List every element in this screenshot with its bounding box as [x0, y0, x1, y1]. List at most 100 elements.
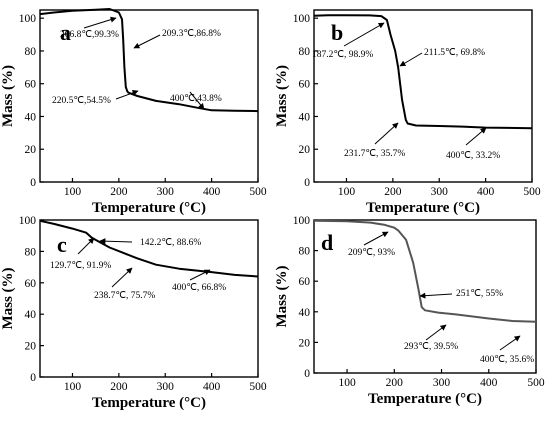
annotation-label: 220.5℃,54.5%	[52, 96, 111, 106]
y-tick-label: 80	[299, 46, 311, 58]
x-tick-label: 300	[431, 186, 449, 198]
x-tick-label: 500	[249, 381, 267, 393]
x-tick-label: 200	[110, 186, 128, 198]
x-axis-label: Temperature (°C)	[92, 395, 206, 411]
y-tick-label: 20	[299, 337, 311, 349]
annotation-arrow	[425, 324, 447, 341]
x-tick-label: 100	[338, 377, 356, 389]
annotation-arrow	[419, 292, 453, 299]
x-axis-label: Temperature (°C)	[92, 200, 206, 216]
y-tick-label: 60	[25, 79, 37, 91]
y-tick-label: 20	[25, 341, 37, 353]
x-tick-label: 500	[249, 186, 267, 198]
annotation-arrow	[83, 16, 117, 29]
y-tick-label: 20	[25, 144, 37, 156]
annotation-label: 238.7℃, 75.7%	[94, 291, 155, 301]
tga-curve	[313, 14, 533, 130]
annotation-label: 211.5℃, 69.8%	[424, 48, 485, 58]
tga-curve	[39, 219, 259, 278]
y-tick-label: 0	[30, 372, 36, 384]
annotation-label: 231.7℃, 35.7%	[344, 149, 405, 159]
x-tick-label: 300	[157, 381, 175, 393]
y-tick-label: 80	[25, 46, 37, 58]
annotation-arrow	[499, 335, 521, 351]
y-tick-label: 0	[30, 177, 36, 189]
y-tick-label: 40	[299, 307, 311, 319]
annotation-label: 400℃, 35.6%	[480, 355, 534, 365]
annotation-label: 129.7℃, 91.9%	[50, 261, 111, 271]
annotation-arrow	[111, 267, 133, 288]
annotation-label: 251℃, 55%	[456, 289, 503, 299]
y-tick-label: 100	[19, 13, 37, 25]
y-axis-label: Mass (%)	[0, 267, 16, 329]
x-tick-label: 400	[203, 381, 221, 393]
y-tick-label: 40	[299, 111, 311, 123]
panel-label: b	[331, 20, 343, 45]
x-tick-label: 300	[157, 186, 175, 198]
x-tick-label: 300	[433, 377, 451, 389]
y-tick-label: 100	[293, 215, 311, 227]
annotation-label: 209℃, 93%	[348, 248, 395, 258]
annotation-label: 187.2℃, 98.9%	[312, 50, 373, 60]
y-axis-label: Mass (%)	[274, 265, 290, 327]
chart-panel-d: 100 200 300 400 500 0 20 40 60 80 100 Temperature (…	[274, 215, 545, 407]
x-tick-label: 400	[203, 186, 221, 198]
y-tick-label: 60	[299, 79, 311, 91]
annotation-arrow	[189, 269, 211, 281]
x-tick-label: 200	[110, 381, 128, 393]
annotation-arrow	[115, 90, 139, 100]
chart-panel-a: 100 200 300 400 500 0 20 40 60 80 100 Temperature (…	[0, 8, 267, 216]
annotation-label: 400℃, 66.8%	[172, 283, 226, 293]
annotation-arrow	[465, 127, 487, 146]
y-tick-label: 80	[299, 246, 311, 258]
y-tick-label: 60	[299, 276, 311, 288]
x-axis-label: Temperature (°C)	[366, 200, 480, 216]
panel-label: a	[60, 20, 71, 45]
x-tick-label: 500	[527, 377, 545, 389]
y-tick-label: 0	[304, 177, 310, 189]
plot-frame	[313, 219, 537, 374]
annotation-arrow	[343, 22, 385, 47]
y-tick-label: 80	[25, 246, 37, 258]
tga-curve	[313, 219, 537, 323]
x-tick-label: 400	[480, 377, 498, 389]
annotation-arrow	[363, 231, 389, 246]
y-tick-label: 100	[293, 13, 311, 25]
y-tick-label: 20	[299, 144, 311, 156]
x-tick-label: 100	[64, 381, 82, 393]
y-tick-label: 40	[25, 111, 37, 123]
y-tick-label: 60	[25, 278, 37, 290]
x-tick-label: 500	[523, 186, 541, 198]
plot-frame	[39, 9, 259, 183]
x-tick-label: 100	[338, 186, 356, 198]
y-axis-label: Mass (%)	[274, 65, 290, 127]
panel-label: d	[321, 230, 333, 255]
annotation-arrow	[133, 34, 161, 49]
y-tick-label: 0	[304, 368, 310, 380]
annotation-label: 206.8℃,99.3%	[60, 30, 119, 40]
chart-panel-c: 100 200 300 400 500 0 20 40 60 80 100 Temperature (…	[0, 215, 267, 411]
tga-curve	[39, 8, 259, 113]
y-tick-label: 40	[25, 309, 37, 321]
x-axis-label: Temperature (°C)	[368, 391, 482, 407]
x-tick-label: 400	[477, 186, 495, 198]
x-tick-label: 100	[64, 186, 82, 198]
annotation-label: 209.3℃,86.8%	[162, 29, 221, 39]
annotation-label: 142.2℃, 88.6%	[140, 238, 201, 248]
x-tick-label: 200	[384, 186, 402, 198]
annotation-arrow	[189, 91, 205, 110]
annotation-label: 400℃, 33.2%	[446, 151, 500, 161]
annotation-arrow	[399, 52, 423, 67]
y-tick-label: 100	[19, 215, 37, 227]
chart-panel-b: 100 200 300 400 500 0 20 40 60 80 100 Temperature (…	[274, 9, 541, 216]
annotation-arrow	[374, 122, 399, 145]
x-tick-label: 200	[386, 377, 404, 389]
plot-frame	[313, 9, 533, 183]
annotation-label: 293℃, 39.5%	[404, 342, 458, 352]
plot-frame	[39, 219, 259, 378]
y-axis-label: Mass (%)	[0, 65, 16, 127]
annotation-arrow	[77, 237, 95, 255]
annotation-arrow	[99, 238, 133, 245]
panel-label: c	[57, 232, 67, 257]
